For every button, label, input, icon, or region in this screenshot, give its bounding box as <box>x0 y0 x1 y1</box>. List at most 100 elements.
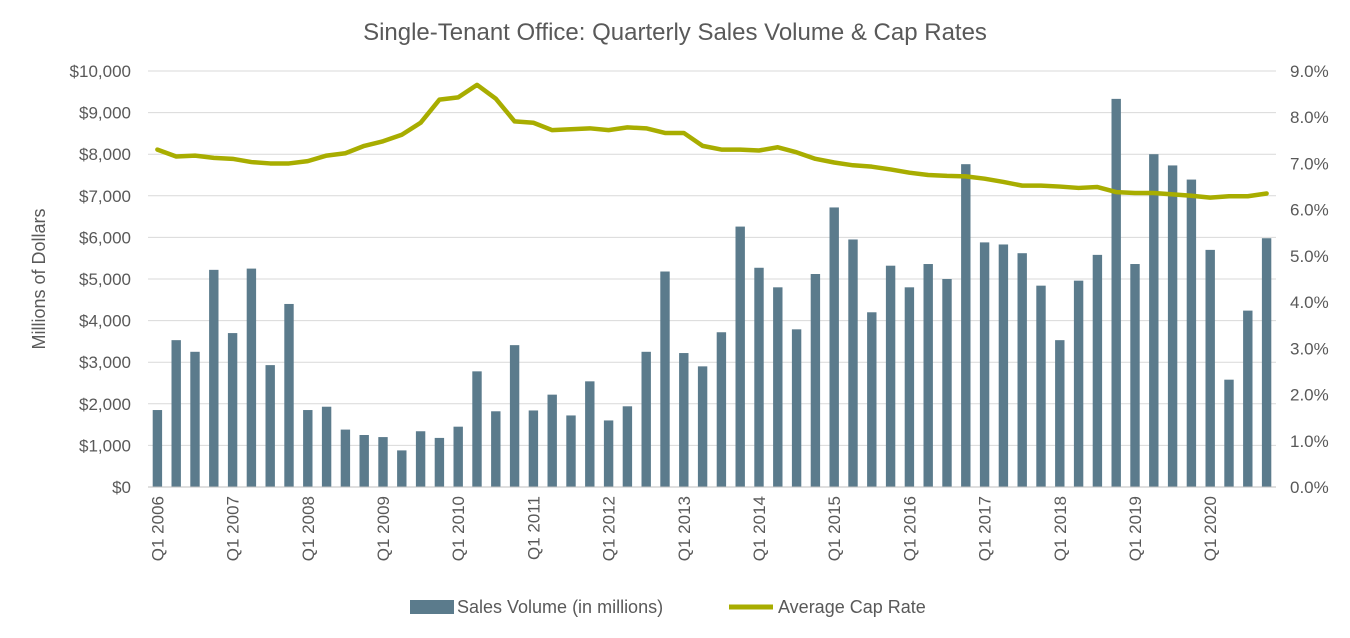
y-tick-label: $6,000 <box>79 228 131 247</box>
bar <box>397 450 407 487</box>
bar <box>603 420 614 487</box>
cap-rate-line <box>155 82 1269 200</box>
bar <box>1036 285 1046 487</box>
bar <box>716 332 727 487</box>
bar <box>697 366 708 487</box>
x-tick-label: Q1 2007 <box>224 496 243 561</box>
bar <box>209 269 219 487</box>
bar <box>1017 253 1027 487</box>
bar <box>848 239 858 487</box>
y2-tick-label: 5.0% <box>1290 247 1329 266</box>
x-tick-label: Q1 2019 <box>1126 496 1145 561</box>
y2-tick-label: 2.0% <box>1290 386 1329 405</box>
x-tick-label: Q1 2015 <box>825 496 844 561</box>
bar-series <box>152 98 1272 488</box>
bar <box>1186 179 1197 488</box>
y-tick-label: $0 <box>112 478 131 497</box>
y-tick-label: $5,000 <box>79 270 131 289</box>
x-tick-label: Q1 2009 <box>374 496 393 561</box>
bar <box>1224 379 1234 487</box>
x-tick-label: Q1 2020 <box>1201 496 1220 561</box>
y-tick-label: $3,000 <box>79 353 131 372</box>
bar <box>171 340 181 487</box>
bar <box>622 406 633 487</box>
bar <box>378 437 388 487</box>
bar <box>867 312 877 487</box>
bar <box>359 435 369 487</box>
bar <box>998 244 1009 487</box>
bar <box>1167 165 1178 487</box>
x-tick-label: Q1 2012 <box>600 496 619 561</box>
bar <box>321 406 332 487</box>
x-tick-label: Q1 2008 <box>299 496 318 561</box>
y-tick-label: $9,000 <box>79 104 131 123</box>
y-axis-right: 0.0% 1.0% 2.0% 3.0% 4.0% 5.0% 6.0% 7.0% 8.0% 9.0% <box>1290 62 1329 497</box>
x-tick-label: Q1 2014 <box>750 496 769 561</box>
x-axis: Q1 2006 Q1 2007 Q1 2008 Q1 2009 Q1 2010 Q1 20… <box>148 486 1276 561</box>
bar <box>340 429 351 487</box>
bar <box>1092 254 1103 487</box>
legend: Sales Volume (in millions) Average Cap R… <box>410 597 926 617</box>
bar <box>735 226 745 488</box>
bar <box>641 351 651 487</box>
bar <box>284 303 294 487</box>
bar <box>885 265 896 487</box>
chart-title: Single-Tenant Office: Quarterly Sales Vo… <box>363 19 987 46</box>
bar <box>303 410 313 487</box>
bar <box>509 345 520 487</box>
bar <box>679 353 689 487</box>
bar <box>942 279 952 487</box>
bar <box>434 437 445 487</box>
bar <box>754 267 764 487</box>
line-series <box>155 82 1269 200</box>
bar <box>1130 264 1140 487</box>
bar <box>904 287 915 487</box>
y2-tick-label: 6.0% <box>1290 201 1329 220</box>
bar <box>415 431 426 487</box>
legend-cap-rate: Average Cap Rate <box>778 597 926 617</box>
x-tick-label: Q1 2018 <box>1051 496 1070 561</box>
bar <box>1243 310 1253 487</box>
bar <box>1149 154 1159 487</box>
y2-tick-label: 9.0% <box>1290 62 1329 81</box>
legend-bar-swatch <box>410 600 454 614</box>
bar <box>227 333 238 487</box>
bar <box>1205 249 1215 487</box>
bar <box>1055 340 1065 487</box>
y-tick-label: $7,000 <box>79 187 131 206</box>
gridlines <box>148 70 1276 488</box>
bar <box>453 426 463 487</box>
y-tick-label: $2,000 <box>79 395 131 414</box>
bar <box>1111 98 1121 487</box>
y2-tick-label: 0.0% <box>1290 478 1329 497</box>
y2-tick-label: 1.0% <box>1290 432 1329 451</box>
bar <box>923 264 933 487</box>
x-tick-label: Q1 2006 <box>148 496 167 561</box>
x-tick-label: Q1 2010 <box>449 496 468 561</box>
bar <box>585 381 595 487</box>
y2-tick-label: 3.0% <box>1290 339 1329 358</box>
bar <box>1261 238 1272 487</box>
y-tick-label: $8,000 <box>79 145 131 164</box>
y-tick-label: $1,000 <box>79 436 131 455</box>
x-tick-label: Q1 2016 <box>900 496 919 561</box>
bar <box>265 365 275 487</box>
x-tick-label: Q1 2017 <box>976 496 995 561</box>
x-tick-label: Q1 2013 <box>675 496 694 561</box>
bar <box>773 287 783 487</box>
bar <box>472 371 482 487</box>
bar <box>491 411 501 487</box>
bar <box>961 164 971 487</box>
y-axis-left: $0 $1,000 $2,000 $3,000 $4,000 $5,000 $6,000 $7… <box>70 62 131 497</box>
x-tick-label: Q1 2011 <box>524 496 543 560</box>
bar <box>190 351 200 487</box>
y-tick-label: $4,000 <box>79 312 131 331</box>
y2-tick-label: 7.0% <box>1290 154 1329 173</box>
bar <box>528 410 539 487</box>
bar <box>246 268 257 487</box>
bar <box>152 410 163 487</box>
bar <box>1073 280 1084 487</box>
bar <box>979 242 990 487</box>
bar <box>829 207 839 487</box>
